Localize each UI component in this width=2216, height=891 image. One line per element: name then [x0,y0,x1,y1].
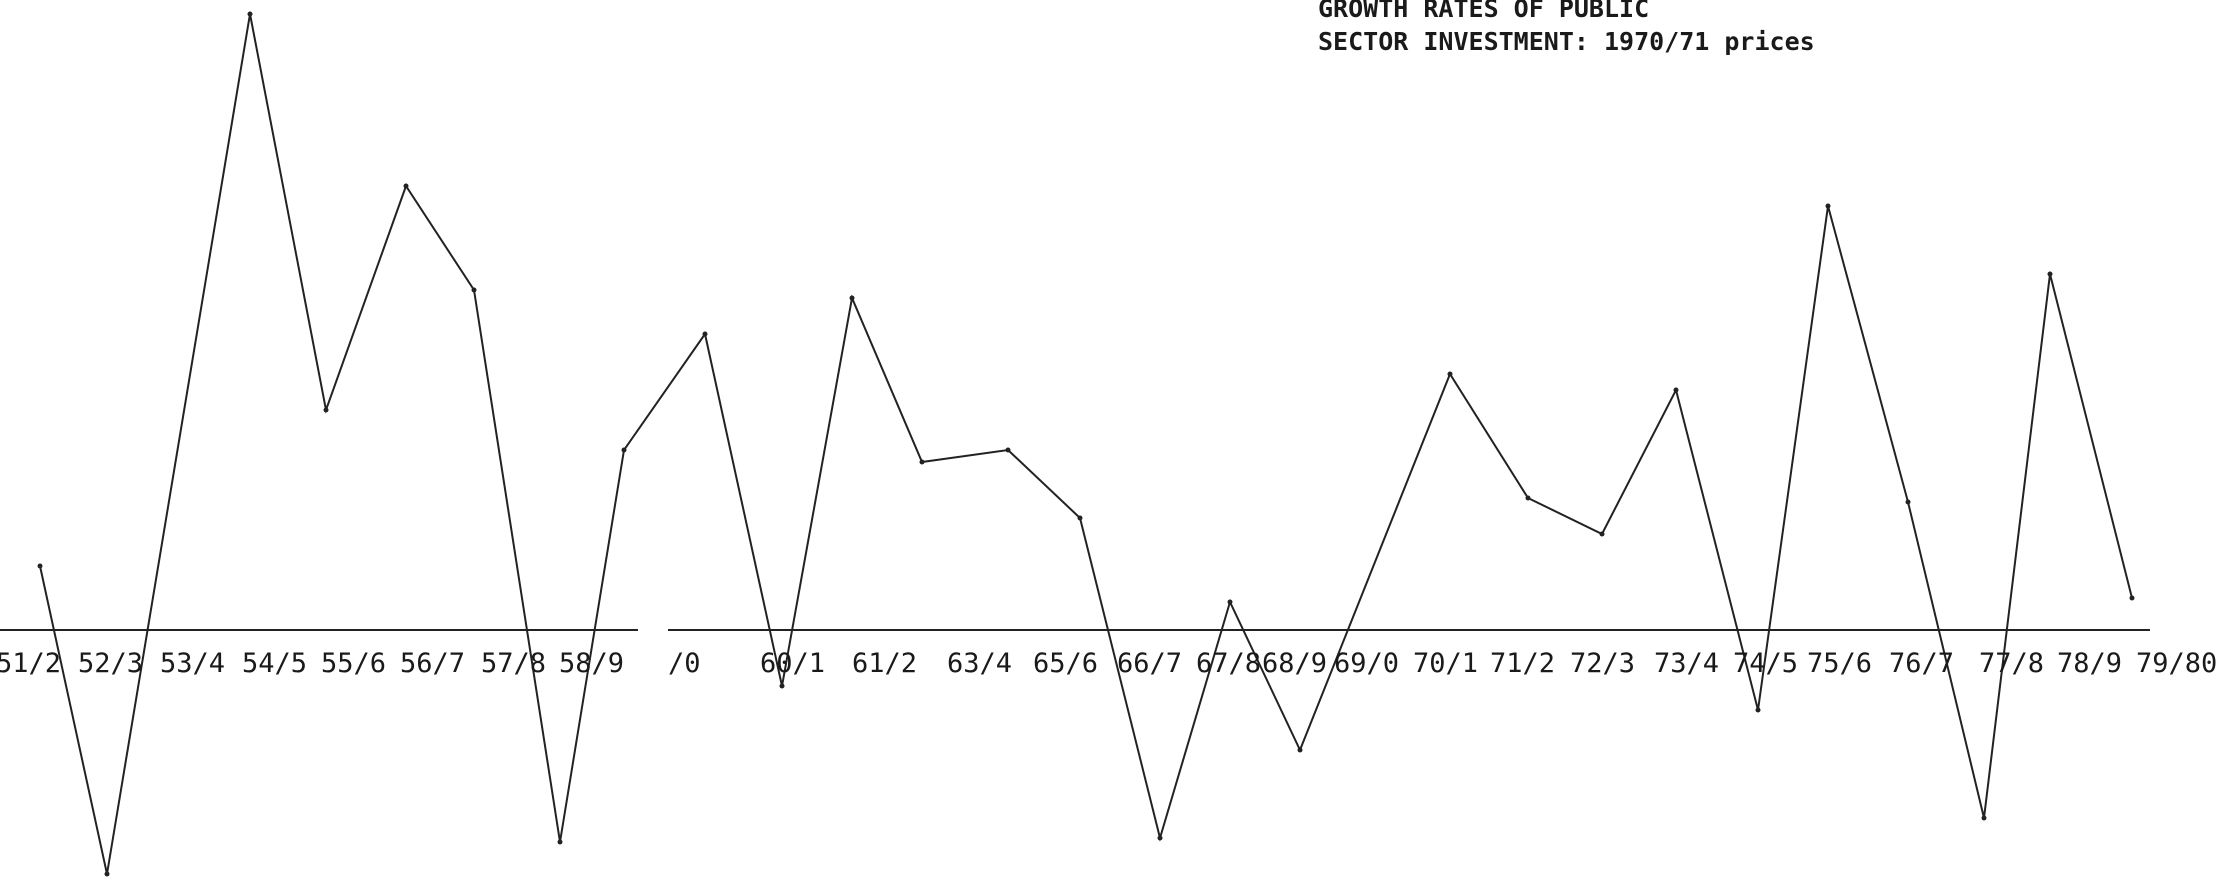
x-tick-label: 58/9 [559,648,624,679]
x-tick-label: 67/8 [1196,648,1261,679]
data-point-78-9 [2047,271,2053,277]
data-point-79-80 [2129,595,2135,601]
data-point-77-8 [1981,815,1987,821]
data-point-57-8 [471,287,477,293]
chart-title-line-2: SECTOR INVESTMENT: 1970/71 prices [1318,27,1815,56]
data-point-52-3 [104,871,110,877]
data-point-68-9 [1227,599,1233,605]
x-tick-label: 63/4 [947,648,1012,679]
x-tick-label: /0 [668,648,701,679]
data-point-65-6 [1005,447,1011,453]
data-point-76-7 [1905,499,1911,505]
x-tick-label: 69/0 [1334,648,1399,679]
series-line [39,13,2133,875]
x-tick-label: 76/7 [1889,648,1954,679]
x-tick-label: 52/3 [78,648,143,679]
x-tick-label: 60/1 [760,648,825,679]
x-tick-label: 75/6 [1807,648,1872,679]
chart-title-line-1: GROWTH RATES OF PUBLIC [1318,0,1650,23]
x-tick-label: 65/6 [1033,648,1098,679]
data-point-60-1b [779,683,785,689]
data-point-61-2 [849,295,855,301]
x-tick-label: 72/3 [1570,648,1635,679]
x-tick-label: 66/7 [1117,648,1182,679]
x-tick-label: 71/2 [1490,648,1555,679]
data-point-56-7 [403,183,409,189]
x-tick-label: 78/9 [2057,648,2122,679]
data-point-71-2 [1525,495,1531,501]
data-point-58-9 [557,839,563,845]
data-point-69-0 [1297,747,1303,753]
data-point-70-1 [1447,371,1453,377]
data-point-55-6 [323,407,329,413]
x-tick-label: 77/8 [1979,648,2044,679]
x-tick-label: 53/4 [160,648,225,679]
data-point-66-7 [1077,515,1083,521]
data-point-51-2 [37,563,43,569]
x-tick-label: 54/5 [242,648,307,679]
x-tick-label: 61/2 [852,648,917,679]
data-point-63-4 [919,459,925,465]
x-tick-label: 51/2 [0,648,61,679]
data-point-54-5 [247,11,253,17]
data-point-59-0 [621,447,627,453]
data-point-75-6 [1825,203,1831,209]
x-tick-label: 70/1 [1413,648,1478,679]
x-tick-label: 68/9 [1262,648,1327,679]
data-point-73-4 [1673,387,1679,393]
x-tick-label: 79/80 [2136,648,2216,679]
data-point-60-1 [702,331,708,337]
x-tick-label: 74/5 [1733,648,1798,679]
x-tick-label: 56/7 [400,648,465,679]
x-tick-label: 57/8 [481,648,546,679]
data-point-72-3 [1599,531,1605,537]
data-point-67-8 [1157,835,1163,841]
x-tick-label: 55/6 [321,648,386,679]
data-point-74-5 [1755,707,1761,713]
chart-title: GROWTH RATES OF PUBLIC SECTOR INVESTMENT… [1318,0,1815,58]
x-tick-label: 73/4 [1654,648,1719,679]
